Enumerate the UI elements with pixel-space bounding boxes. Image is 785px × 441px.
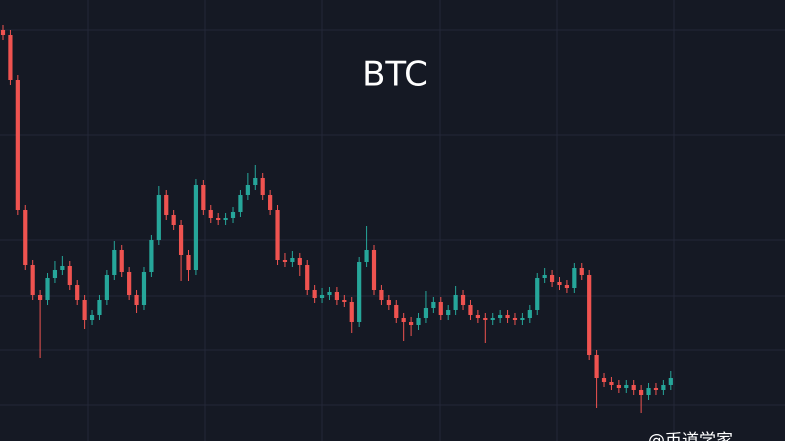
candle-body xyxy=(453,295,458,310)
candles xyxy=(0,25,673,413)
candle-body xyxy=(349,302,354,322)
candle-body xyxy=(141,272,147,305)
candle-body xyxy=(8,35,13,80)
candle-body xyxy=(572,268,577,288)
candle-body xyxy=(127,272,132,295)
candle-body xyxy=(631,385,636,390)
candle-body xyxy=(171,215,176,225)
candle-body xyxy=(475,315,480,318)
chart-title: BTC xyxy=(362,55,428,95)
candle-body xyxy=(193,185,199,270)
candle-body xyxy=(186,255,191,270)
candle-body xyxy=(527,310,532,318)
candle-body xyxy=(223,218,228,220)
candle-body xyxy=(238,195,243,212)
candle-body xyxy=(460,295,466,305)
candle-body xyxy=(639,390,644,395)
candle-body xyxy=(364,250,369,262)
candle-body xyxy=(342,300,347,302)
candle-body xyxy=(512,318,518,320)
candle-body xyxy=(423,308,429,318)
candle-body xyxy=(75,285,80,300)
candle-body xyxy=(594,355,599,378)
candle-body xyxy=(542,275,547,278)
candle-body xyxy=(490,318,495,320)
candle-body xyxy=(379,290,384,300)
candle-body xyxy=(646,388,651,395)
candle-body xyxy=(661,385,666,390)
candle-body xyxy=(357,262,362,322)
candle-body xyxy=(15,80,20,210)
candle-body xyxy=(557,282,562,285)
candle-body xyxy=(431,302,436,308)
candle-body xyxy=(104,275,109,300)
candle-body xyxy=(401,318,406,322)
candle-body xyxy=(609,382,614,385)
candle-body xyxy=(297,258,302,265)
candle-body xyxy=(386,300,391,305)
candle-body xyxy=(394,305,399,318)
candle-body xyxy=(45,278,50,300)
candle-body xyxy=(82,300,87,320)
candle-body xyxy=(245,185,250,195)
candle-body xyxy=(290,258,295,262)
candle-body xyxy=(149,240,154,272)
candle-body xyxy=(260,178,265,195)
candle-body xyxy=(483,318,488,320)
candle-body xyxy=(134,295,139,305)
candle-body xyxy=(616,385,621,388)
candle-body xyxy=(601,378,607,382)
candle-body xyxy=(371,250,377,290)
candle-body xyxy=(208,210,213,218)
candle-body xyxy=(268,195,273,210)
candle-body xyxy=(112,250,117,275)
candle-body xyxy=(668,378,673,385)
candle-body xyxy=(30,265,35,295)
candle-body xyxy=(275,210,280,260)
candle-body xyxy=(97,300,102,315)
candle-body xyxy=(67,266,72,285)
candle-body xyxy=(505,315,510,318)
candle-body xyxy=(312,290,317,298)
candle-body xyxy=(624,385,629,388)
candle-body xyxy=(201,185,206,210)
candle-body xyxy=(230,212,236,218)
candle-body xyxy=(653,388,659,390)
candle-body xyxy=(327,292,332,295)
candle-body xyxy=(164,195,169,215)
candle-body xyxy=(549,275,555,282)
candle-body xyxy=(216,218,221,220)
candle-body xyxy=(579,268,584,275)
watermark: @币道学家 xyxy=(648,431,733,441)
candle-body xyxy=(438,302,443,315)
candle-body xyxy=(60,266,65,270)
candle-body xyxy=(0,30,6,35)
candle-body xyxy=(319,295,325,298)
candle-body xyxy=(253,178,258,185)
candle-body xyxy=(38,295,43,300)
candle-body xyxy=(564,285,570,288)
candle-body xyxy=(409,322,414,325)
candle-body xyxy=(520,318,525,320)
candle-body xyxy=(446,310,451,315)
candle-body xyxy=(178,225,184,255)
candle-body xyxy=(468,305,473,315)
candle-body xyxy=(498,315,503,318)
candle-body xyxy=(305,265,310,290)
candle-body xyxy=(587,275,592,355)
candle-body xyxy=(23,210,28,265)
candle-body xyxy=(282,260,288,262)
candle-body xyxy=(535,278,540,310)
candle-body xyxy=(334,292,339,300)
candle-body xyxy=(416,318,421,325)
candle-body xyxy=(156,195,161,240)
candle-body xyxy=(89,315,95,320)
candle-body xyxy=(119,250,124,272)
candle-body xyxy=(52,270,58,278)
